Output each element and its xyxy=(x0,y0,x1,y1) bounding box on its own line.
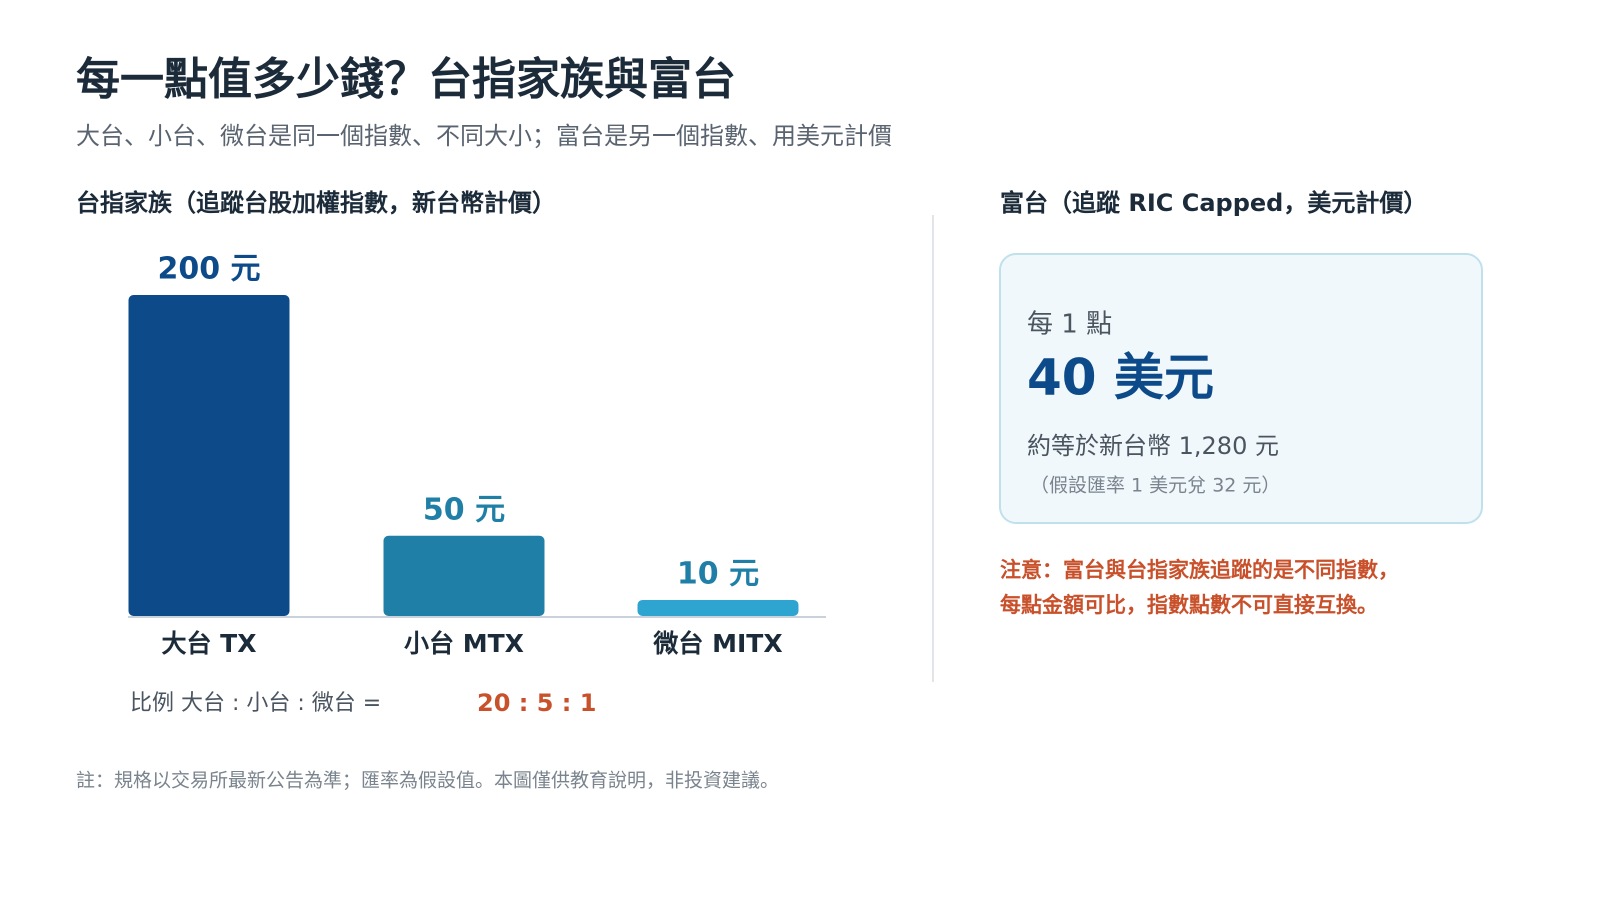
ratio-label: 比例 大台 : 小台 : 微台 = xyxy=(130,691,381,716)
card-heading: 富台（追蹤 RIC Capped，美元計價） xyxy=(1000,189,1427,217)
note-line: 每點金額可比，指數點數不可直接互換。 xyxy=(1000,593,1378,617)
value-label: 200 元 xyxy=(157,252,260,287)
value-label: 10 元 xyxy=(677,556,759,591)
card-twd: 約等於新台幣 1,280 元 xyxy=(1027,432,1279,460)
ratio-value: 20 : 5 : 1 xyxy=(477,689,596,717)
x-tick-label: 微台 MITX xyxy=(652,629,782,658)
page-subtitle: 大台、小台、微台是同一個指數、不同大小；富台是另一個指數、用美元計價 xyxy=(76,122,892,150)
footnote: 註：規格以交易所最新公告為準；匯率為假設值。本圖僅供教育說明，非投資建議。 xyxy=(76,770,779,792)
card-assumption: （假設匯率 1 美元兌 32 元） xyxy=(1030,475,1280,497)
note-line: 注意：富台與台指家族追蹤的是不同指數， xyxy=(1000,558,1399,582)
bar xyxy=(383,535,545,616)
card-amount: 40 美元 xyxy=(1027,349,1214,407)
x-tick-label: 小台 MTX xyxy=(404,629,524,658)
x-tick-label: 大台 TX xyxy=(161,629,256,658)
bar xyxy=(637,599,799,616)
chart-title: 台指家族（追蹤台股加權指數，新台幣計價） xyxy=(76,189,556,217)
card xyxy=(999,253,1483,524)
card-per-point: 每 1 點 xyxy=(1027,310,1112,340)
page-title: 每一點值多少錢？台指家族與富台 xyxy=(76,54,736,105)
value-label: 50 元 xyxy=(423,492,505,527)
bar xyxy=(128,295,290,616)
